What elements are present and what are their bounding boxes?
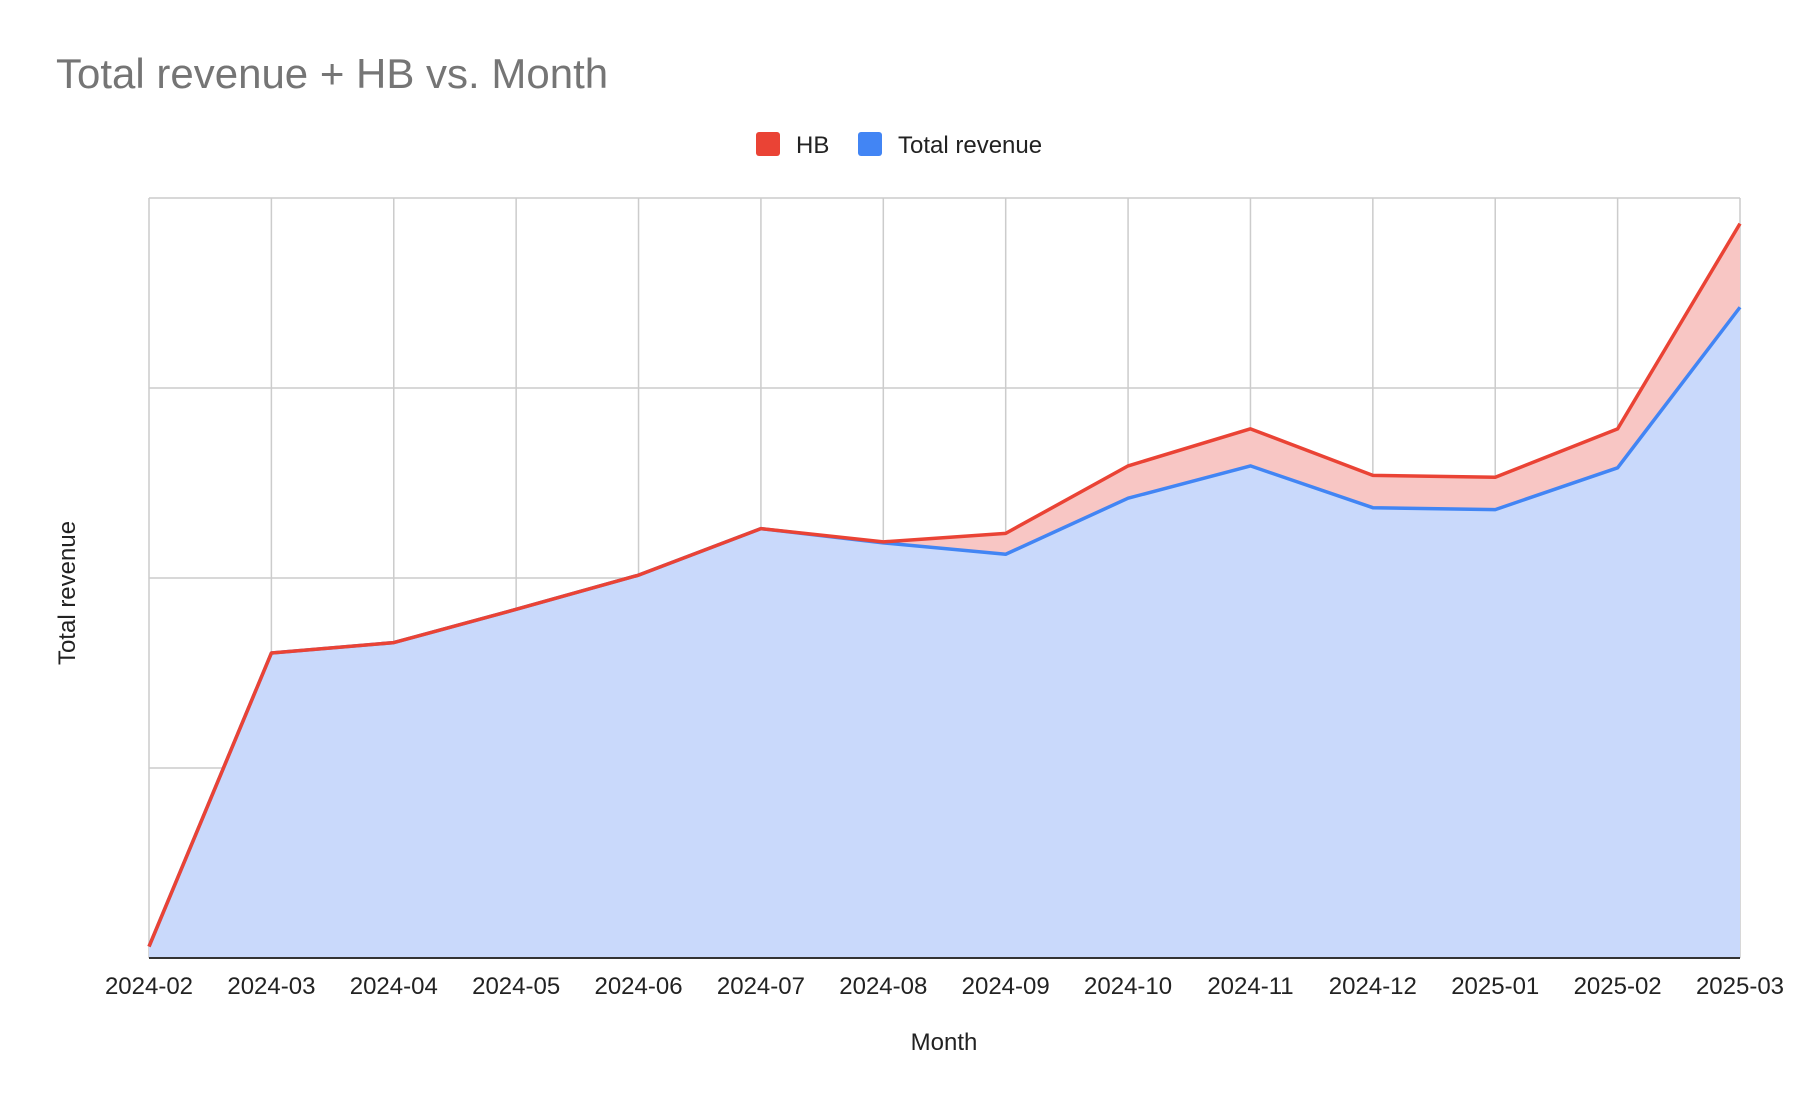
x-tick-label: 2024-02 [105,973,193,1000]
chart-title: Total revenue + HB vs. Month [56,50,608,97]
legend-label: Total revenue [898,132,1042,159]
series-lines [147,222,1742,948]
x-tick-label: 2024-08 [839,973,927,1000]
series-areas [149,223,1740,958]
x-axis: 2024-02 2024-03 2024-04 2024-05 2024-06 2024-… [105,957,1784,1000]
x-tick-label: 2024-05 [472,973,560,1000]
total-revenue-area [149,307,1740,958]
x-tick-label: 2024-03 [227,973,315,1000]
x-tick-label: 2025-01 [1451,973,1539,1000]
x-tick-label: 2024-04 [350,973,438,1000]
legend-swatch [858,132,882,156]
x-tick-label: 2024-11 [1207,973,1293,1000]
hb-line [147,222,1742,948]
legend-swatch [756,132,780,156]
legend-item: HB [756,132,829,159]
x-tick-label: 2024-10 [1084,973,1172,1000]
legend-item: Total revenue [858,132,1042,159]
legend: HB Total revenue [756,132,1042,159]
x-tick-label: 2024-09 [962,973,1050,1000]
legend-label: HB [796,132,829,159]
x-tick-label: 2024-06 [594,973,682,1000]
x-tick-label: 2024-07 [717,973,805,1000]
x-tick-label: 2025-02 [1574,973,1662,1000]
x-tick-label: 2024-12 [1329,973,1417,1000]
x-axis-title: Month [911,1029,978,1056]
x-tick-label: 2025-03 [1696,973,1784,1000]
y-axis-title: Total revenue [54,521,81,665]
